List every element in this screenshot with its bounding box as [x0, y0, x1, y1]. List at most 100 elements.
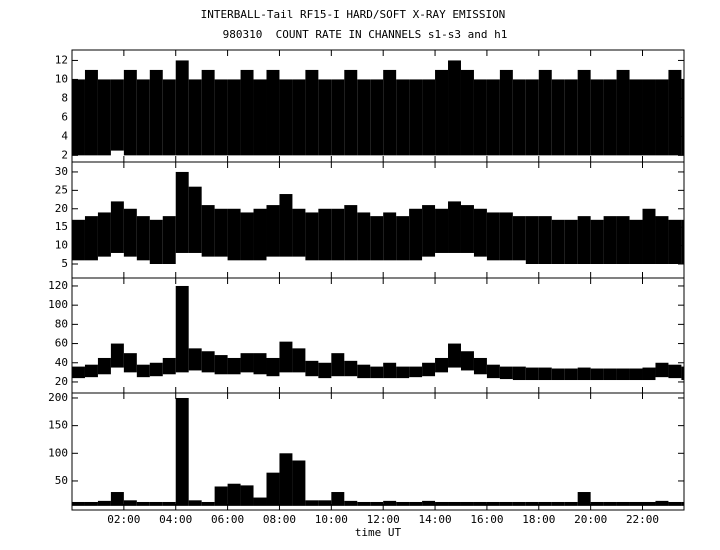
x-tick-label: 20:00	[574, 513, 607, 526]
range-bar	[383, 362, 397, 379]
range-bar	[551, 368, 565, 381]
range-bar	[629, 501, 643, 506]
range-bar	[357, 212, 371, 261]
range-bar	[305, 212, 319, 261]
x-tick-label: 10:00	[315, 513, 348, 526]
range-bar	[396, 366, 410, 379]
range-bar	[370, 366, 384, 379]
chart-subtitle: 980310 COUNT RATE IN CHANNELS s1-s3 and …	[223, 28, 508, 41]
range-bar	[292, 460, 306, 506]
x-tick-label: 02:00	[107, 513, 140, 526]
range-bar	[512, 216, 526, 261]
range-bar	[149, 501, 163, 506]
range-bar	[655, 216, 669, 265]
range-bar	[538, 367, 552, 381]
range-bar	[396, 79, 410, 156]
range-bar	[279, 194, 293, 257]
range-bar	[266, 357, 280, 377]
range-bar	[344, 500, 358, 506]
range-bar	[149, 69, 163, 156]
range-bar	[422, 500, 436, 506]
range-bar	[84, 216, 98, 261]
range-bar	[292, 79, 306, 156]
chart-title: INTERBALL-Tail RF15-I HARD/SOFT X-RAY EM…	[201, 8, 506, 21]
range-bar	[499, 501, 513, 506]
range-bar	[383, 69, 397, 156]
range-bar	[616, 216, 630, 265]
x-tick-label: 12:00	[367, 513, 400, 526]
range-bar	[486, 79, 500, 156]
range-bar	[512, 366, 526, 381]
x-tick-label: 14:00	[418, 513, 451, 526]
range-bar	[149, 219, 163, 265]
range-bar	[629, 368, 643, 381]
range-bar	[668, 219, 682, 265]
range-bar	[551, 219, 565, 265]
y-tick-label: 120	[48, 279, 68, 292]
range-bar	[253, 497, 267, 506]
range-bar	[564, 501, 578, 506]
range-bar	[616, 69, 630, 156]
range-bar	[668, 501, 682, 506]
range-bar	[123, 208, 137, 257]
range-bar	[344, 69, 358, 156]
range-bar	[409, 366, 423, 378]
range-bar	[448, 201, 461, 253]
range-bar	[266, 69, 280, 156]
range-bar	[344, 205, 358, 261]
range-bar	[525, 216, 539, 265]
y-tick-label: 40	[55, 356, 68, 369]
range-bar	[84, 364, 98, 378]
range-bar	[110, 343, 124, 368]
range-bar	[551, 79, 565, 156]
range-bar	[370, 79, 384, 156]
range-bar	[201, 351, 215, 373]
range-bar	[240, 212, 254, 261]
range-bar	[188, 348, 202, 371]
range-bar	[629, 79, 643, 156]
range-bar	[603, 368, 617, 381]
y-tick-label: 12	[55, 53, 68, 66]
range-bar	[188, 186, 202, 253]
range-bar	[616, 501, 630, 506]
range-bar	[227, 208, 241, 261]
y-tick-label: 100	[48, 446, 68, 459]
range-bar	[305, 500, 319, 506]
range-bar	[240, 69, 254, 156]
range-bar	[175, 171, 189, 253]
range-bar	[590, 501, 604, 506]
range-bar	[642, 208, 656, 265]
range-bar	[72, 219, 85, 261]
range-bar	[435, 501, 449, 506]
range-bar	[305, 69, 319, 156]
range-bar	[240, 485, 254, 506]
range-bar	[72, 501, 85, 506]
range-bar	[84, 501, 98, 506]
range-bar	[162, 216, 176, 265]
panel-frame	[71, 392, 685, 511]
range-bar	[616, 368, 630, 381]
range-bar	[97, 500, 111, 506]
y-tick-label: 6	[61, 110, 68, 123]
y-tick-label: 60	[55, 337, 68, 350]
range-bar	[499, 212, 513, 261]
range-bar	[331, 79, 345, 156]
range-bar	[590, 368, 604, 381]
range-bar	[460, 69, 474, 156]
y-tick-label: 10	[55, 239, 68, 252]
range-bar	[629, 219, 643, 265]
range-bar	[564, 219, 578, 265]
range-bar	[525, 367, 539, 381]
range-bar	[577, 216, 591, 265]
range-bar	[486, 212, 500, 261]
y-tick-label: 20	[55, 202, 68, 215]
range-bar	[266, 472, 280, 506]
range-bar	[603, 79, 617, 156]
range-bar	[279, 453, 293, 506]
range-bar	[253, 79, 267, 156]
range-bar	[331, 353, 345, 377]
range-bar	[123, 500, 137, 506]
y-tick-label: 4	[61, 129, 68, 142]
range-bar	[214, 486, 228, 506]
x-tick-label: 06:00	[211, 513, 244, 526]
